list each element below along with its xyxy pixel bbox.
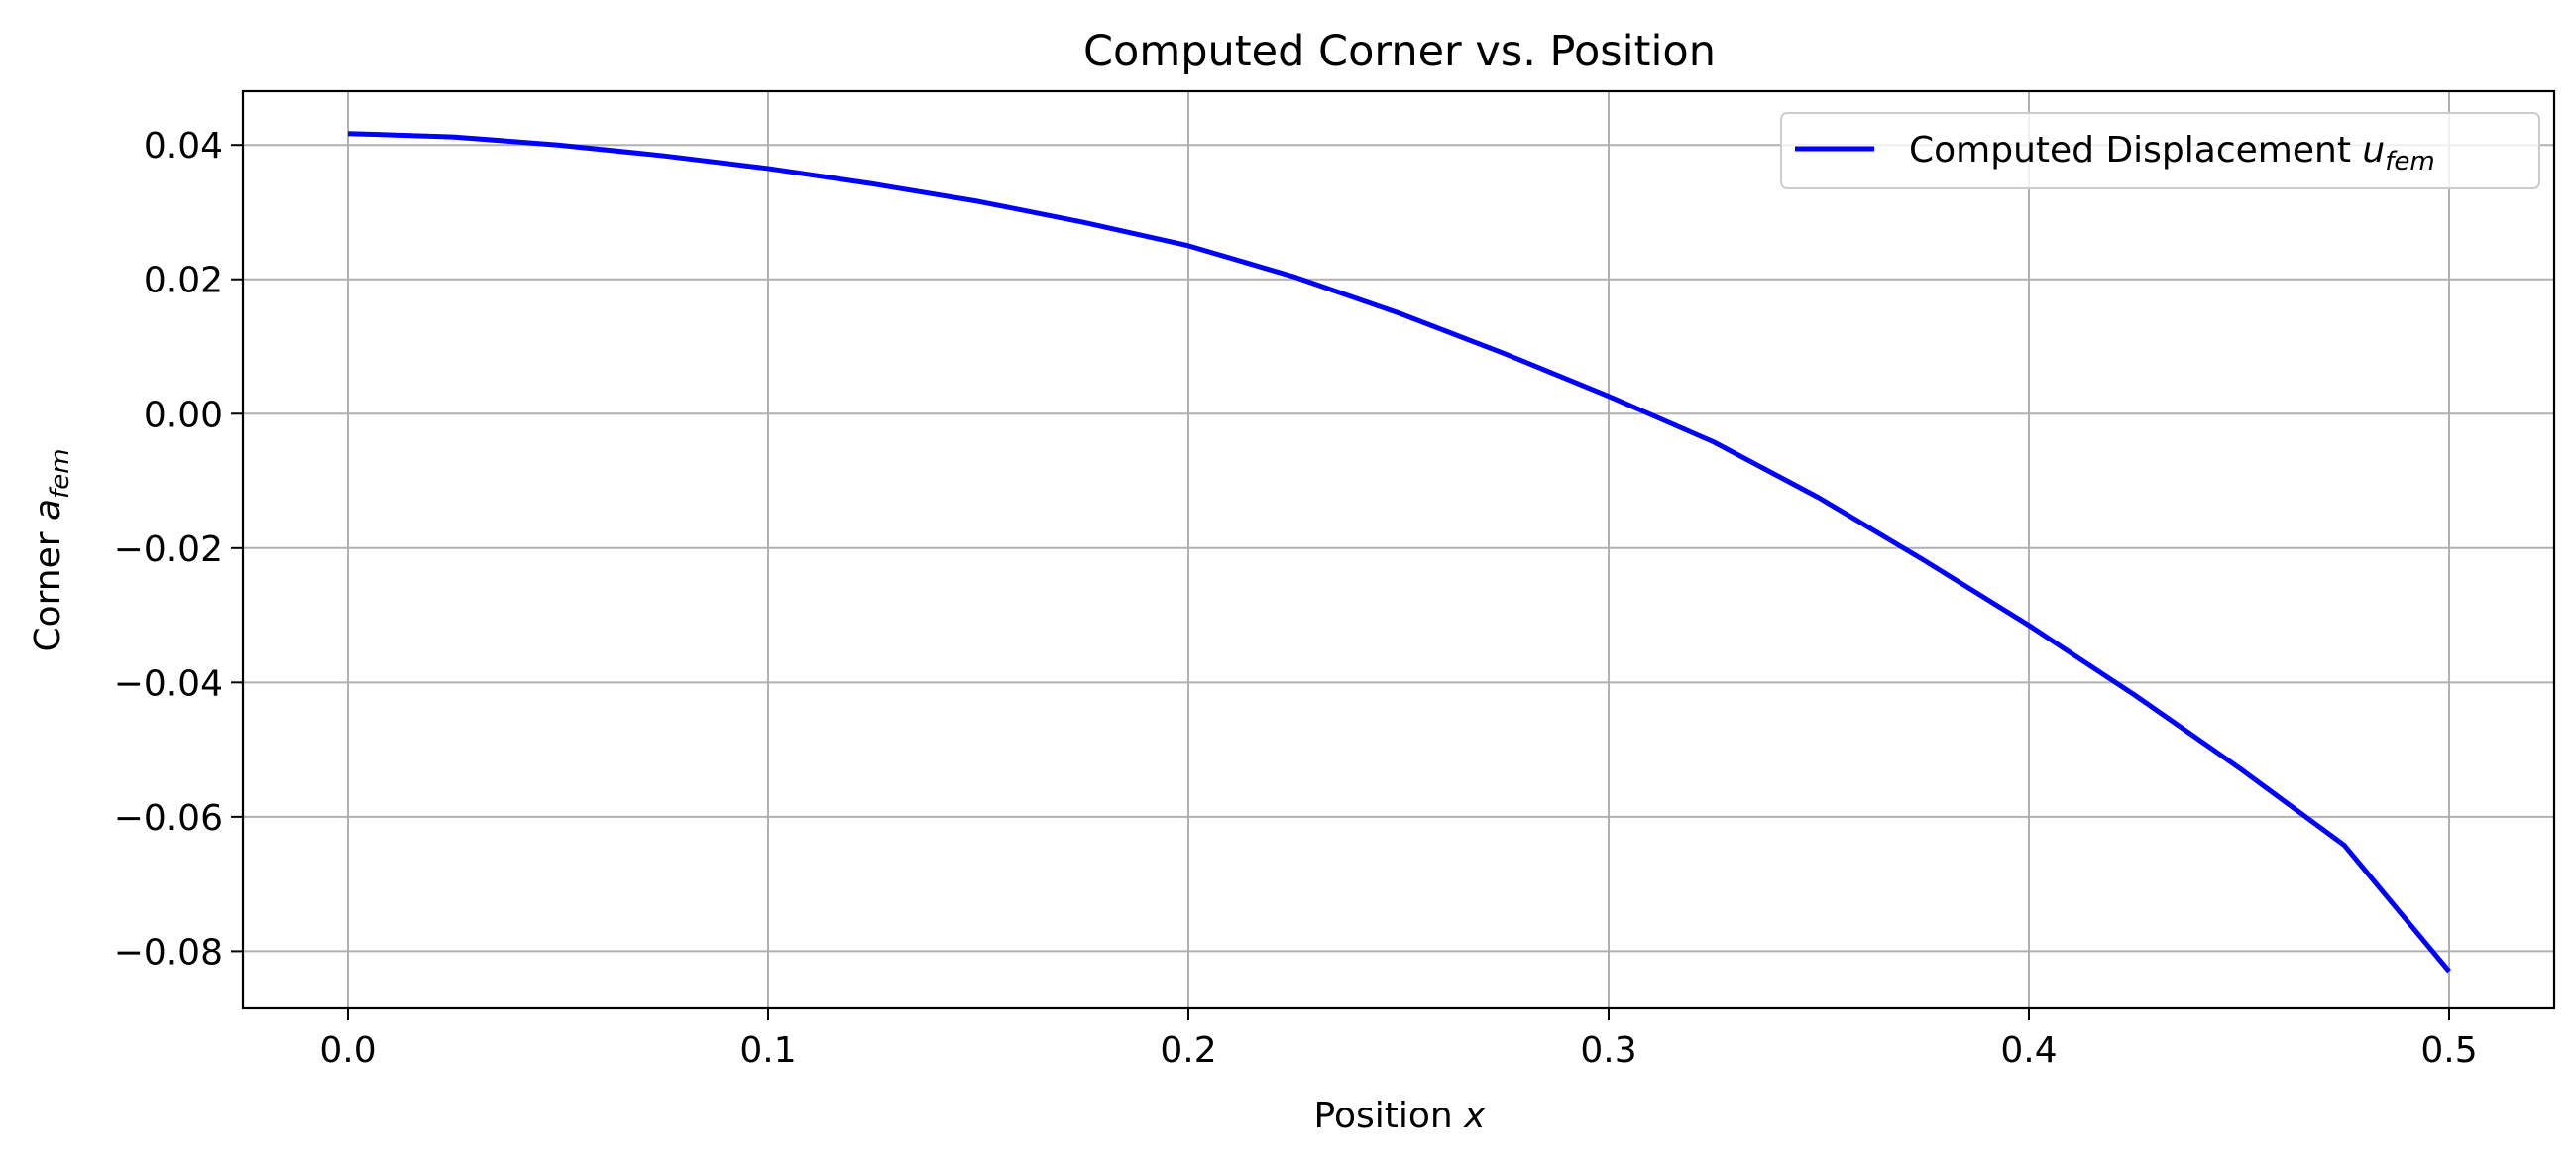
y-axis-label-subscript: fem <box>46 448 75 498</box>
legend-label: Computed Displacement ufem <box>1909 130 2435 176</box>
x-tick-label: 0.2 <box>1160 1030 1216 1071</box>
x-tick-label: 0.0 <box>319 1030 376 1071</box>
series-layer <box>347 131 2451 974</box>
x-axis-label-text: Position <box>1314 1096 1465 1136</box>
legend-label-text: Computed Displacement <box>1909 130 2362 171</box>
y-tick-label: 0.00 <box>144 395 223 435</box>
x-axis-label: Position x <box>1314 1096 1487 1136</box>
y-tick-label: −0.02 <box>114 529 223 570</box>
series-line-computed-displacement <box>347 131 2451 974</box>
y-axis-ticks: 0.04 0.02 0.00 −0.02 −0.04 −0.06 −0.08 <box>114 126 243 973</box>
y-tick-label: 0.02 <box>144 261 223 301</box>
x-tick-label: 0.4 <box>2000 1030 2057 1071</box>
y-axis-label-math: a <box>28 499 68 521</box>
y-tick-label: −0.06 <box>114 798 223 839</box>
y-axis-label-text: Corner <box>28 521 68 652</box>
chart-title: Computed Corner vs. Position <box>1083 27 1716 76</box>
plot-frame <box>241 89 2556 1010</box>
y-axis-label: Corner afem <box>28 448 75 651</box>
x-axis-ticks: 0.0 0.1 0.2 0.3 0.4 0.5 <box>319 1008 2478 1071</box>
legend: Computed Displacement ufem <box>1780 112 2540 189</box>
legend-label-math: u <box>2362 130 2385 171</box>
x-tick-label: 0.3 <box>1580 1030 1636 1071</box>
x-tick-label: 0.1 <box>739 1030 796 1071</box>
legend-box <box>1780 112 2540 189</box>
x-tick-label: 0.5 <box>2420 1030 2477 1071</box>
legend-label-subscript: fem <box>2385 147 2434 176</box>
x-axis-label-math: x <box>1463 1096 1486 1136</box>
y-tick-label: −0.04 <box>114 663 223 704</box>
y-tick-label: 0.04 <box>144 126 223 167</box>
y-tick-label: −0.08 <box>114 932 223 973</box>
